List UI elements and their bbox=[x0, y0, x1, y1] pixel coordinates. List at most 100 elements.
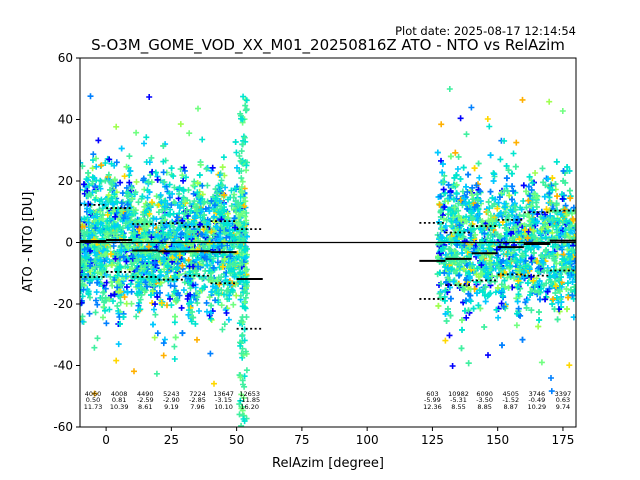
scatter-point bbox=[134, 290, 140, 297]
scatter-point bbox=[227, 261, 234, 268]
scatter-point bbox=[210, 255, 217, 262]
scatter-point bbox=[172, 334, 179, 341]
scatter-point bbox=[216, 172, 223, 178]
scatter-point bbox=[127, 168, 134, 175]
scatter-point bbox=[141, 232, 148, 239]
scatter-point bbox=[95, 137, 102, 144]
scatter-point bbox=[91, 244, 98, 251]
scatter-point bbox=[204, 164, 211, 171]
scatter-point bbox=[118, 207, 125, 214]
scatter-point bbox=[218, 302, 225, 309]
scatter-point bbox=[190, 190, 197, 197]
scatter-point bbox=[170, 244, 176, 251]
scatter-point bbox=[94, 301, 101, 308]
scatter-point bbox=[227, 288, 234, 295]
scatter-point bbox=[106, 296, 113, 303]
scatter-point bbox=[118, 145, 125, 152]
scatter-point bbox=[185, 187, 192, 194]
scatter-point bbox=[197, 214, 204, 221]
scatter-point bbox=[87, 294, 93, 301]
scatter-point bbox=[167, 282, 174, 289]
scatter-point bbox=[196, 192, 202, 199]
scatter-point bbox=[158, 243, 165, 250]
scatter-point bbox=[137, 217, 144, 224]
scatter-point bbox=[117, 179, 124, 186]
scatter-point bbox=[160, 229, 167, 236]
scatter-point bbox=[206, 208, 213, 215]
scatter-point bbox=[80, 293, 86, 300]
scatter-point bbox=[180, 177, 187, 184]
scatter-point bbox=[103, 263, 110, 270]
scatter-point bbox=[151, 282, 157, 289]
scatter-point bbox=[183, 174, 189, 181]
scatter-point bbox=[107, 292, 114, 299]
scatter-point bbox=[180, 287, 187, 294]
scatter-point bbox=[520, 198, 527, 204]
scatter-point bbox=[203, 165, 210, 172]
scatter-point bbox=[87, 262, 94, 269]
scatter-point bbox=[152, 301, 158, 308]
scatter-point bbox=[125, 191, 132, 198]
scatter-point bbox=[207, 253, 214, 260]
scatter-point bbox=[92, 183, 99, 190]
scatter-point bbox=[447, 153, 454, 160]
scatter-point bbox=[161, 179, 168, 185]
scatter-point bbox=[224, 278, 231, 285]
scatter-point bbox=[459, 326, 465, 333]
scatter-point bbox=[101, 258, 108, 264]
scatter-point bbox=[120, 314, 127, 320]
scatter-point bbox=[141, 140, 147, 147]
scatter-point bbox=[86, 310, 93, 317]
scatter-point bbox=[118, 228, 125, 235]
scatter-point bbox=[123, 163, 130, 170]
scatter-point bbox=[142, 287, 149, 294]
scatter-point bbox=[232, 185, 239, 192]
scatter-point bbox=[199, 258, 206, 265]
scatter-point bbox=[91, 258, 98, 265]
scatter-point bbox=[98, 162, 105, 169]
scatter-point bbox=[194, 300, 201, 307]
scatter-point bbox=[130, 243, 137, 250]
scatter-point bbox=[509, 170, 515, 177]
scatter-point bbox=[114, 302, 121, 309]
scatter-point bbox=[176, 252, 183, 259]
scatter-point bbox=[447, 295, 454, 302]
scatter-point bbox=[99, 227, 105, 234]
scatter-point bbox=[487, 152, 494, 159]
scatter-point bbox=[109, 262, 115, 269]
scatter-point bbox=[96, 198, 103, 205]
scatter-point bbox=[191, 198, 198, 205]
scatter-point bbox=[148, 292, 154, 299]
scatter-point bbox=[458, 345, 465, 352]
scatter-point bbox=[176, 190, 183, 197]
scatter-point bbox=[133, 178, 140, 185]
scatter-point bbox=[203, 221, 210, 228]
scatter-point bbox=[120, 253, 127, 260]
scatter-point bbox=[188, 207, 194, 214]
scatter-point bbox=[156, 289, 163, 296]
scatter-point bbox=[114, 199, 121, 206]
scatter-point bbox=[215, 299, 222, 306]
scatter-point bbox=[179, 172, 186, 179]
scatter-point bbox=[171, 343, 178, 350]
scatter-point bbox=[168, 302, 175, 309]
scatter-point bbox=[99, 295, 106, 302]
scatter-point bbox=[128, 300, 135, 307]
scatter-point bbox=[121, 294, 128, 300]
scatter-point bbox=[172, 313, 178, 320]
scatter-point bbox=[150, 321, 156, 328]
scatter-point bbox=[212, 297, 219, 304]
scatter-point bbox=[137, 296, 144, 303]
scatter-point bbox=[510, 150, 517, 157]
scatter-point bbox=[209, 164, 216, 171]
scatter-point bbox=[220, 154, 227, 161]
scatter-point bbox=[85, 219, 92, 226]
scatter-point bbox=[127, 281, 134, 288]
scatter-point bbox=[89, 273, 96, 279]
scatter-point bbox=[90, 151, 97, 158]
scatter-point bbox=[539, 165, 546, 172]
scatter-point bbox=[490, 178, 497, 184]
scatter-point bbox=[101, 299, 108, 306]
scatter-point bbox=[192, 320, 199, 327]
scatter-point bbox=[151, 306, 157, 313]
